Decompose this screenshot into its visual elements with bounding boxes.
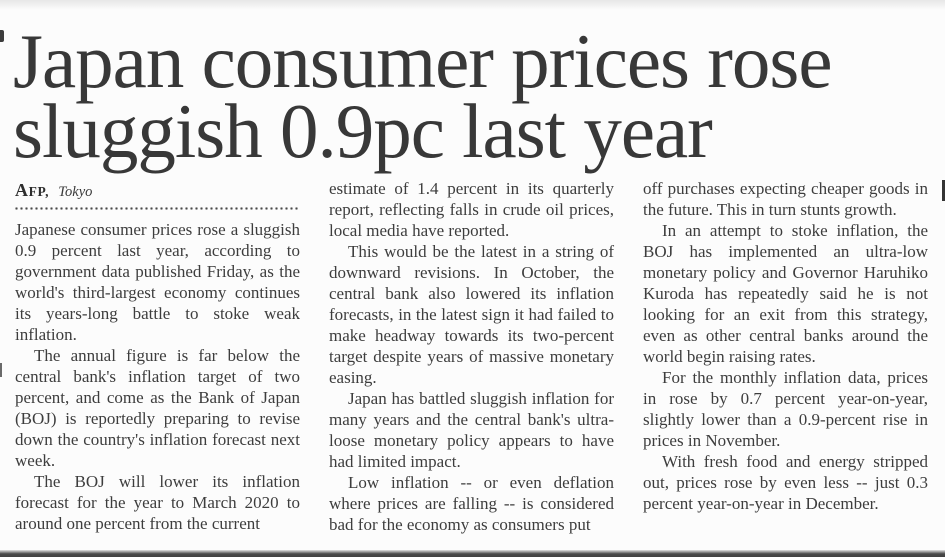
byline-separator-rule [15, 207, 300, 210]
article-column-1: AFP, Tokyo Japanese consumer prices rose… [15, 178, 300, 534]
scan-edge-bottom-artifact [0, 550, 945, 557]
article-paragraph: estimate of 1.4 percent in its quarterly… [329, 179, 614, 240]
scan-speck-artifact [942, 180, 945, 201]
article-paragraph: This would be the latest in a string of … [329, 242, 614, 387]
article-paragraph: In an attempt to stoke inflation, the BO… [643, 221, 928, 366]
article-paragraph: Japanese consumer prices rose a sluggish… [15, 220, 300, 344]
article-headline: Japan consumer prices rose sluggish 0.9p… [0, 0, 945, 178]
article-paragraph: The annual figure is far below the centr… [15, 346, 300, 470]
byline: AFP, Tokyo [15, 180, 300, 202]
headline-line-2: sluggish 0.9pc last year [13, 88, 713, 174]
article-paragraph: For the monthly inflation data, prices i… [643, 368, 928, 450]
article-paragraph: off purchases expecting cheaper goods in… [643, 179, 928, 219]
column-1-text: Japanese consumer prices rose a sluggish… [15, 219, 300, 534]
column-3-text: off purchases expecting cheaper goods in… [643, 178, 928, 514]
article-paragraph: Japan has battled sluggish inflation for… [329, 389, 614, 471]
scan-speck-artifact [0, 363, 2, 377]
article-column-2: estimate of 1.4 percent in its quarterly… [329, 178, 614, 535]
article-columns: AFP, Tokyo Japanese consumer prices rose… [0, 178, 945, 535]
article-paragraph: The BOJ will lower its inflation forecas… [15, 472, 300, 533]
column-2-text: estimate of 1.4 percent in its quarterly… [329, 178, 614, 535]
article-column-3: off purchases expecting cheaper goods in… [643, 178, 928, 514]
headline-line-1: Japan consumer prices rose [13, 18, 833, 104]
article-paragraph: With fresh food and energy stripped out,… [643, 452, 928, 513]
scan-speck-artifact [0, 30, 4, 42]
article-paragraph: Low inflation -- or even deflation where… [329, 473, 614, 534]
byline-location: Tokyo [58, 184, 93, 200]
byline-agency: AFP, [15, 180, 50, 200]
